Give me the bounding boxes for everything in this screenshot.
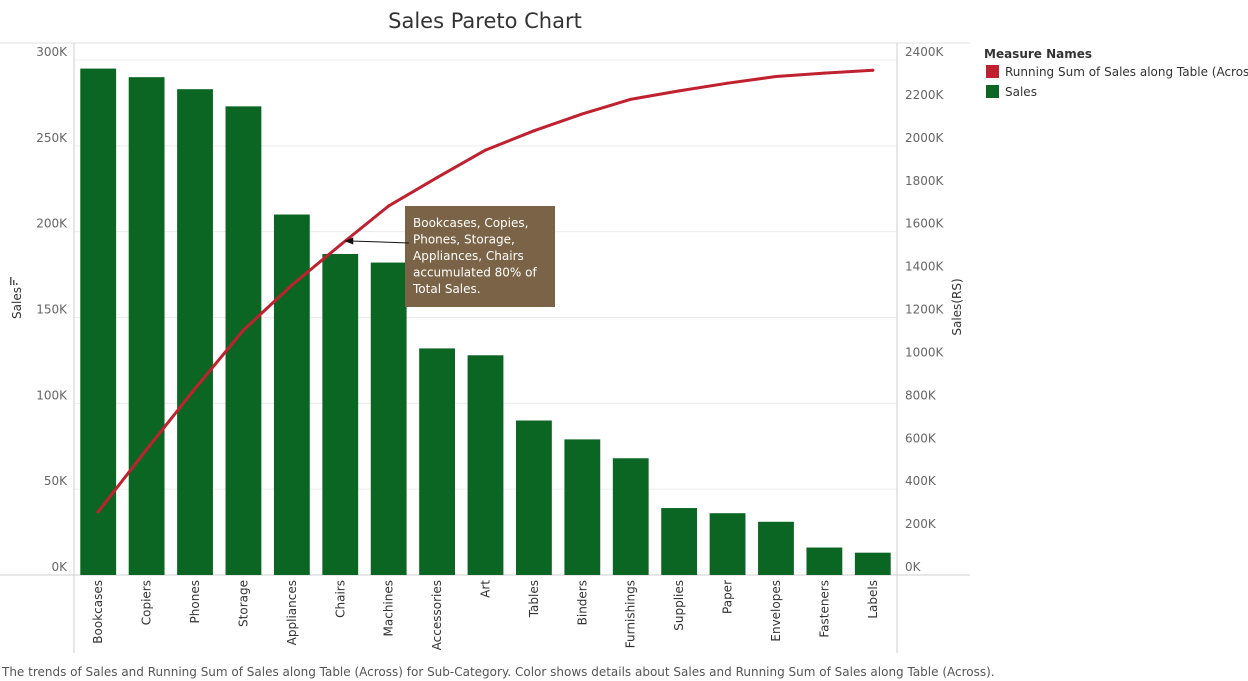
running-sum-point-machines[interactable]: [387, 204, 391, 208]
legend-label-running-sum[interactable]: Running Sum of Sales along Table (Across…: [1005, 65, 1248, 79]
bar-storage[interactable]: [225, 106, 262, 575]
left-tick-label: 300K: [36, 45, 68, 59]
right-tick-label: 600K: [905, 431, 937, 445]
running-sum-point-binders[interactable]: [580, 112, 584, 116]
category-label-furnishings: Furnishings: [624, 580, 638, 648]
left-tick-label: 250K: [36, 131, 68, 145]
bar-tables[interactable]: [515, 420, 552, 576]
right-tick-label: 1800K: [905, 174, 945, 188]
bar-supplies[interactable]: [661, 508, 698, 575]
legend-swatch-running-sum: [986, 65, 999, 78]
chart-caption: The trends of Sales and Running Sum of S…: [1, 665, 995, 679]
right-tick-label: 1400K: [905, 260, 945, 274]
right-axis-ticks: 0K 200K 400K 600K 800K 1000K 1200K 1400K 1600K 18…: [905, 45, 945, 574]
category-label-tables: Tables: [527, 580, 541, 618]
annotation-arrow: [350, 240, 410, 244]
annotation-arrowhead: [344, 237, 354, 245]
category-label-appliances: Appliances: [285, 580, 299, 645]
category-label-accessories: Accessories: [430, 580, 444, 650]
annotation-line: Total Sales.: [412, 282, 481, 296]
annotation-line: Phones, Storage,: [413, 233, 515, 247]
category-label-labels: Labels: [866, 580, 880, 619]
annotation-line: accumulated 80% of: [413, 266, 537, 280]
category-label-storage: Storage: [236, 580, 250, 627]
bar-paper[interactable]: [709, 513, 746, 575]
running-sum-point-bookcases[interactable]: [96, 510, 100, 514]
right-tick-label: 2000K: [905, 131, 945, 145]
right-tick-label: 2400K: [905, 45, 945, 59]
category-label-supplies: Supplies: [672, 580, 686, 631]
running-sum-point-labels[interactable]: [871, 68, 875, 72]
category-label-fasteners: Fasteners: [817, 580, 831, 638]
category-label-paper: Paper: [721, 580, 735, 614]
running-sum-point-fasteners[interactable]: [822, 71, 826, 75]
right-tick-label: 1600K: [905, 217, 945, 231]
bar-phones[interactable]: [177, 89, 213, 575]
running-sum-point-paper[interactable]: [726, 81, 730, 85]
running-sum-line[interactable]: [96, 68, 875, 514]
legend-label-sales[interactable]: Sales: [1005, 85, 1037, 99]
running-sum-point-copiers[interactable]: [145, 447, 149, 451]
bar-art[interactable]: [467, 355, 504, 575]
bar-binders[interactable]: [564, 439, 601, 575]
running-sum-point-phones[interactable]: [193, 387, 197, 391]
category-label-phones: Phones: [188, 580, 202, 623]
category-label-copiers: Copiers: [140, 580, 154, 625]
bar-chairs[interactable]: [322, 253, 359, 575]
category-label-envelopes: Envelopes: [769, 580, 783, 642]
right-tick-label: 0K: [905, 560, 922, 574]
annotation: Bookcases, Copies, Phones, Storage, Applia…: [344, 206, 555, 307]
axis-sort-icon[interactable]: [10, 277, 18, 285]
running-sum-point-storage[interactable]: [241, 328, 245, 332]
running-sum-point-supplies[interactable]: [677, 89, 681, 93]
right-tick-label: 400K: [905, 474, 937, 488]
bar-furnishings[interactable]: [612, 458, 649, 575]
right-tick-label: 1200K: [905, 303, 945, 317]
right-tick-label: 1000K: [905, 345, 945, 359]
sales-bars[interactable]: [80, 68, 891, 576]
running-sum-point-furnishings[interactable]: [629, 97, 633, 101]
legend[interactable]: Measure Names Running Sum of Sales along…: [984, 47, 1248, 99]
bar-labels[interactable]: [854, 552, 891, 575]
running-sum-point-art[interactable]: [484, 148, 487, 152]
chart-title: Sales Pareto Chart: [388, 9, 582, 33]
category-label-machines: Machines: [382, 580, 396, 636]
bar-fasteners[interactable]: [806, 547, 843, 575]
category-axis-labels: Bookcases Copiers Phones Storage Appliances C…: [91, 580, 880, 651]
left-axis-title: Sales: [10, 287, 24, 319]
left-tick-label: 100K: [36, 388, 68, 402]
bar-machines[interactable]: [370, 262, 407, 575]
bar-bookcases[interactable]: [80, 68, 117, 575]
left-tick-label: 150K: [36, 303, 68, 317]
annotation-box: [405, 206, 555, 307]
running-sum-point-accessories[interactable]: [435, 176, 439, 180]
legend-swatch-sales: [986, 85, 999, 98]
right-tick-label: 800K: [905, 388, 937, 402]
bar-envelopes[interactable]: [758, 521, 794, 575]
annotation-line: Appliances, Chairs: [413, 249, 524, 263]
right-tick-label: 2200K: [905, 88, 945, 102]
running-sum-point-appliances[interactable]: [290, 283, 294, 287]
category-label-art: Art: [479, 580, 493, 598]
left-tick-label: 200K: [36, 217, 68, 231]
running-sum-point-envelopes[interactable]: [774, 75, 778, 79]
bar-copiers[interactable]: [128, 77, 165, 576]
legend-title: Measure Names: [984, 47, 1092, 61]
category-label-chairs: Chairs: [333, 580, 347, 618]
right-tick-label: 200K: [905, 517, 937, 531]
category-label-bookcases: Bookcases: [91, 580, 105, 644]
running-sum-point-chairs[interactable]: [338, 243, 342, 247]
left-axis-ticks: 0K 50K 100K 150K 200K 250K 300K: [36, 45, 68, 574]
left-tick-label: 50K: [44, 474, 68, 488]
category-label-binders: Binders: [575, 580, 589, 625]
bar-accessories[interactable]: [419, 348, 456, 575]
right-axis-title: Sales(RS): [950, 278, 964, 335]
bar-appliances[interactable]: [273, 214, 310, 576]
left-tick-label: 0K: [51, 560, 68, 574]
annotation-line: Bookcases, Copies,: [413, 216, 528, 230]
running-sum-point-tables[interactable]: [532, 129, 536, 133]
